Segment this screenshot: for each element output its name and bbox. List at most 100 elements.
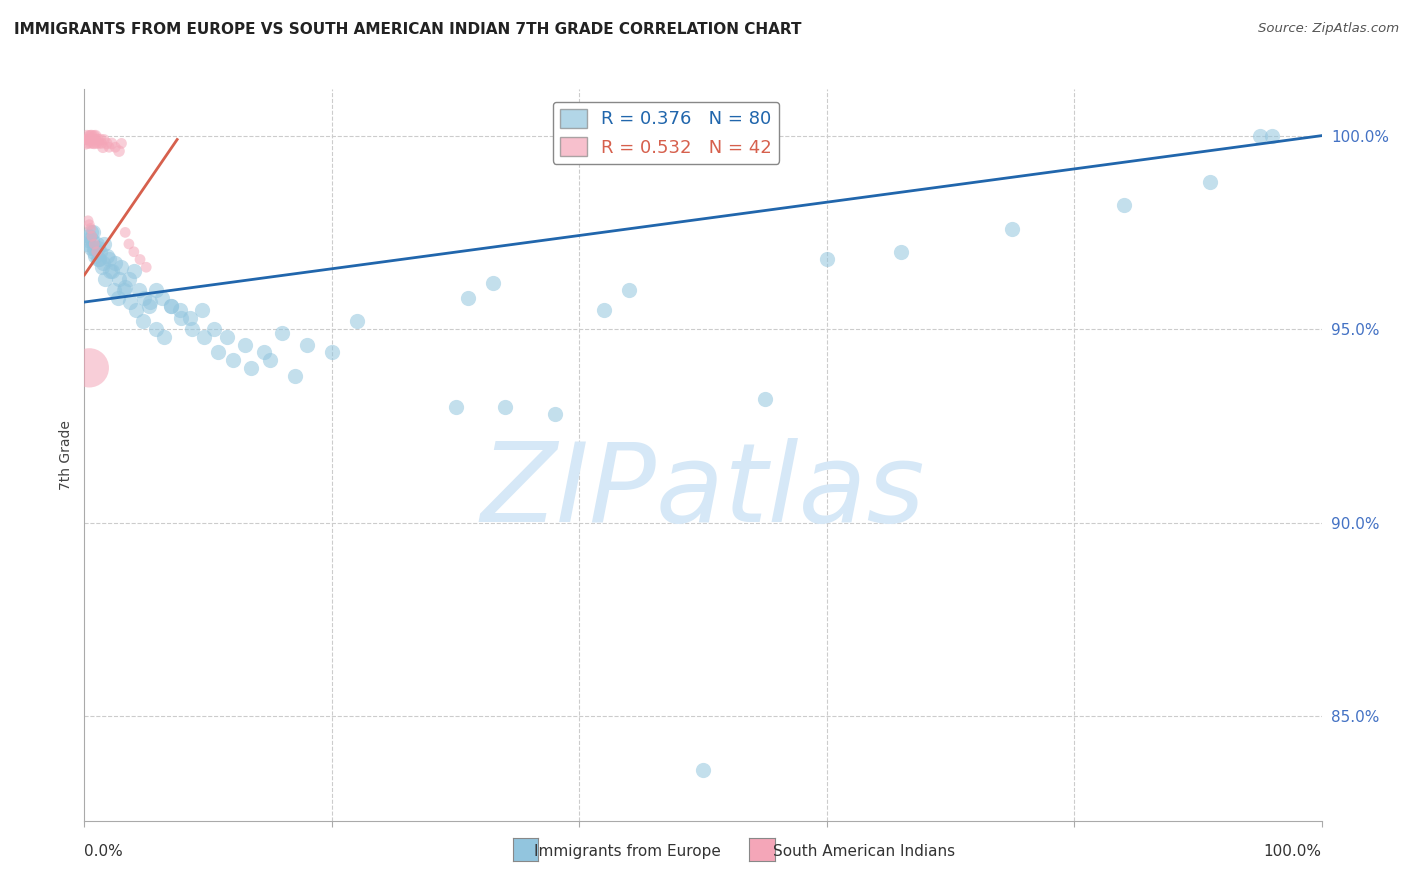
Point — [93, 132, 115, 146]
Point — [86, 237, 108, 252]
Point — [1112, 198, 1135, 212]
Point — [80, 132, 103, 146]
Point — [114, 279, 136, 293]
Point — [87, 252, 110, 267]
Point — [90, 136, 112, 151]
Point — [79, 226, 101, 240]
Point — [128, 284, 150, 298]
Point — [110, 260, 132, 275]
Point — [1199, 175, 1222, 189]
Point — [89, 132, 111, 146]
Point — [79, 360, 101, 375]
Point — [82, 226, 104, 240]
Point — [91, 256, 114, 270]
Point — [80, 229, 103, 244]
Point — [215, 330, 238, 344]
Text: Source: ZipAtlas.com: Source: ZipAtlas.com — [1258, 22, 1399, 36]
Point — [169, 302, 191, 317]
Point — [457, 291, 479, 305]
Legend: R = 0.376   N = 80, R = 0.532   N = 42: R = 0.376 N = 80, R = 0.532 N = 42 — [553, 102, 779, 164]
Point — [170, 310, 193, 325]
Point — [76, 237, 98, 252]
Point — [145, 284, 167, 298]
Point — [90, 260, 112, 275]
Point — [107, 291, 129, 305]
Point — [593, 302, 616, 317]
Point — [104, 140, 127, 154]
Point — [79, 136, 101, 151]
Point — [129, 252, 152, 267]
Point — [96, 136, 118, 151]
Text: IMMIGRANTS FROM EUROPE VS SOUTH AMERICAN INDIAN 7TH GRADE CORRELATION CHART: IMMIGRANTS FROM EUROPE VS SOUTH AMERICAN… — [14, 22, 801, 37]
Point — [83, 128, 105, 143]
Point — [271, 326, 294, 340]
Text: 100.0%: 100.0% — [1264, 845, 1322, 859]
Point — [82, 136, 104, 151]
Point — [86, 136, 108, 151]
Point — [494, 400, 516, 414]
Point — [75, 136, 97, 151]
Point — [80, 128, 103, 143]
Point — [77, 233, 100, 247]
Point — [150, 291, 173, 305]
Point — [346, 314, 368, 328]
Point — [114, 226, 136, 240]
Point — [103, 284, 125, 298]
Point — [84, 132, 107, 146]
Point — [79, 218, 101, 232]
Point — [240, 360, 263, 375]
Point — [77, 214, 100, 228]
Point — [202, 322, 225, 336]
Point — [112, 284, 135, 298]
Point — [91, 140, 114, 154]
Point — [181, 322, 204, 336]
Point — [120, 295, 142, 310]
Point — [815, 252, 838, 267]
Point — [83, 136, 105, 151]
Point — [131, 314, 153, 328]
Point — [76, 132, 98, 146]
Point — [321, 345, 343, 359]
Point — [79, 132, 101, 146]
Point — [692, 764, 714, 778]
Point — [79, 128, 101, 143]
Point — [79, 241, 101, 255]
Point — [84, 128, 107, 143]
Point — [89, 244, 111, 259]
Point — [135, 260, 157, 275]
Point — [87, 132, 110, 146]
Text: 0.0%: 0.0% — [84, 845, 124, 859]
Point — [139, 295, 162, 310]
Point — [76, 128, 98, 143]
Text: South American Indians: South American Indians — [773, 845, 956, 859]
Point — [110, 136, 132, 151]
Point — [83, 244, 105, 259]
Point — [207, 345, 229, 359]
Point — [100, 264, 122, 278]
Point — [145, 322, 167, 336]
Point — [98, 140, 121, 154]
Point — [118, 272, 141, 286]
Point — [98, 264, 121, 278]
Point — [84, 249, 107, 263]
Point — [152, 330, 174, 344]
Point — [93, 237, 115, 252]
Text: ZIPatlas: ZIPatlas — [481, 438, 925, 545]
Point — [77, 132, 100, 146]
Point — [89, 252, 111, 267]
Point — [481, 276, 503, 290]
Point — [94, 272, 117, 286]
Point — [79, 221, 101, 235]
Point — [222, 353, 245, 368]
Point — [132, 291, 155, 305]
Point — [193, 330, 215, 344]
Point — [79, 229, 101, 244]
Point — [191, 302, 214, 317]
Point — [543, 407, 565, 421]
Point — [83, 237, 105, 252]
Point — [1001, 221, 1024, 235]
Point — [295, 337, 318, 351]
Point — [253, 345, 276, 359]
Point — [82, 132, 104, 146]
Point — [86, 244, 108, 259]
